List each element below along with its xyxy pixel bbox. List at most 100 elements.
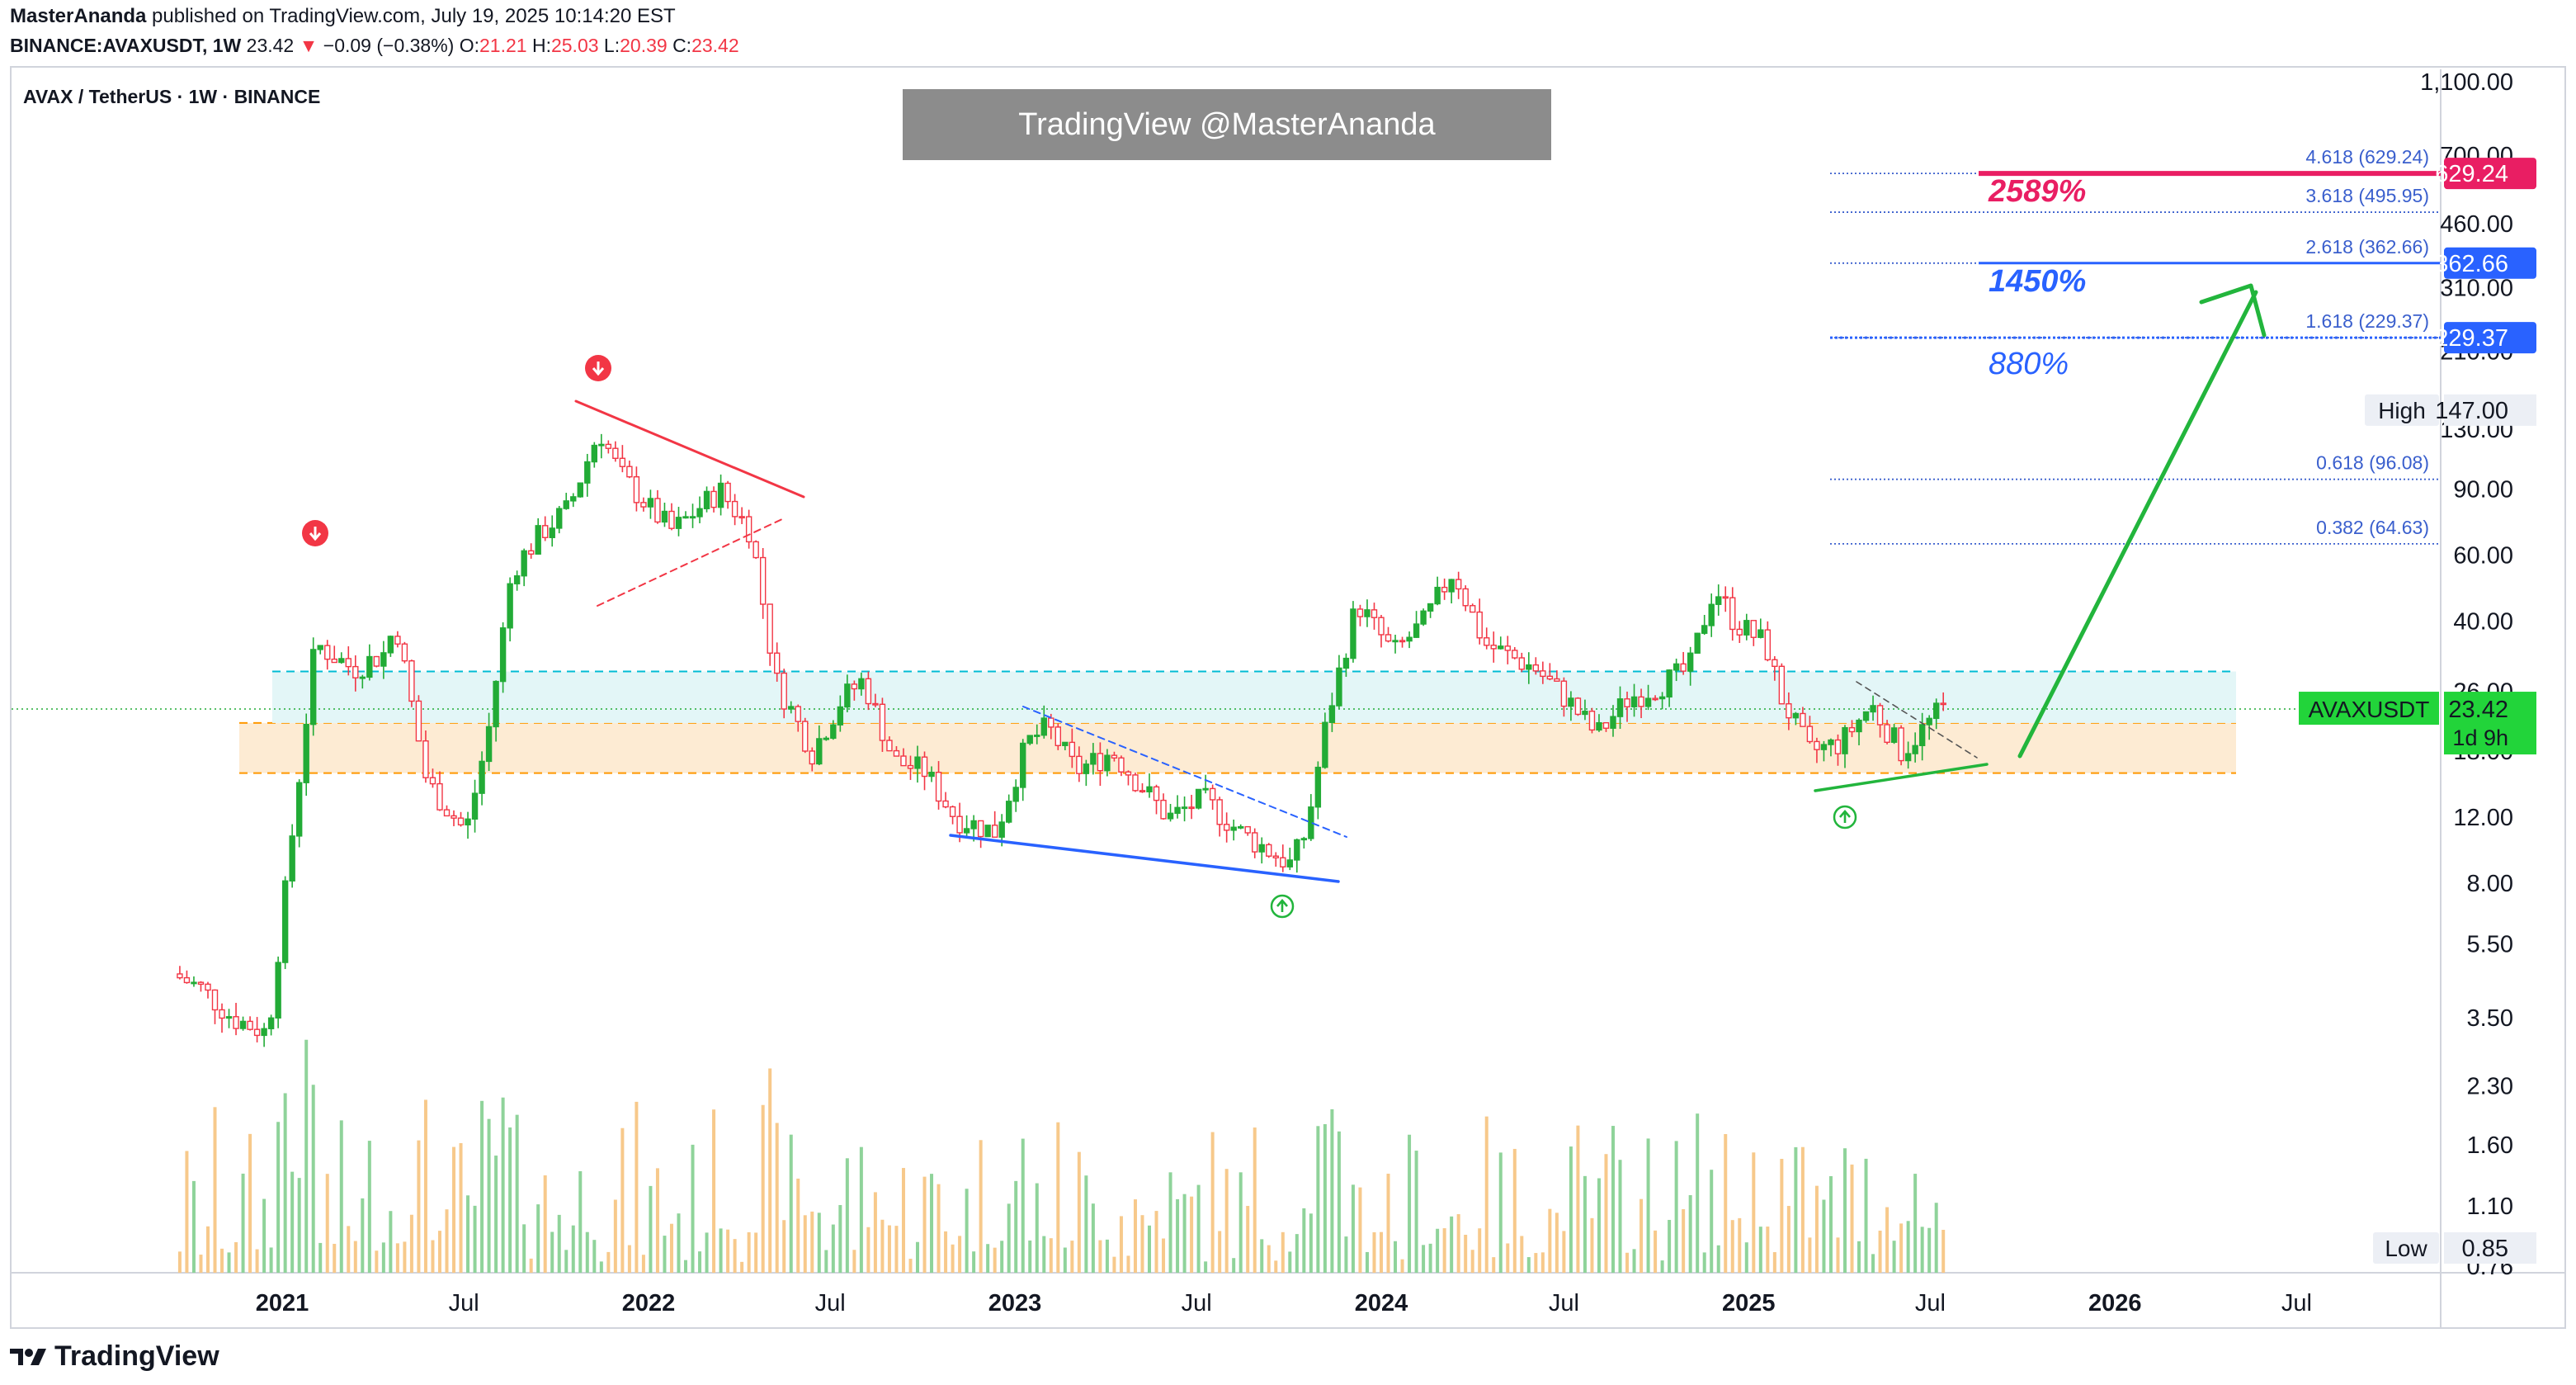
volume-bar-129	[1084, 1175, 1088, 1273]
candle-body-16	[289, 835, 295, 882]
target-percent-label-2: 880%	[1989, 347, 2069, 381]
author-name[interactable]: MasterAnanda	[10, 5, 147, 27]
volume-bar-244	[1892, 1241, 1896, 1273]
candle-body-74	[696, 508, 703, 518]
fib-label-2: 2.618 (362.66)	[2305, 236, 2429, 258]
candle-body-188	[1498, 645, 1504, 650]
x-tick-label-3: Jul	[815, 1290, 846, 1316]
candle-body-211	[1658, 696, 1666, 700]
volume-bar-222	[1738, 1217, 1742, 1273]
volume-bar-176	[1414, 1151, 1418, 1273]
volume-bar-74	[698, 1251, 702, 1273]
candle-17	[295, 779, 303, 848]
open-value: 21.21	[479, 35, 527, 56]
volume-bar-195	[1548, 1208, 1552, 1273]
candle-body-227	[1772, 659, 1778, 668]
tradingview-logo[interactable]: TradingView	[8, 1340, 219, 1373]
volume-bar-177	[1422, 1245, 1426, 1273]
volume-bar-169	[1365, 1251, 1369, 1273]
x-tick-label-8: 2025	[1722, 1290, 1776, 1316]
volume-bar-98	[866, 1227, 870, 1273]
volume-bar-152	[1246, 1206, 1250, 1273]
y-tick-label-12: 8.00	[2467, 871, 2513, 897]
candle-71	[675, 507, 682, 537]
candle-body-187	[1490, 645, 1497, 650]
candle-body-238	[1848, 726, 1856, 733]
candle-body-58	[584, 461, 591, 484]
volume-bar-128	[1077, 1151, 1081, 1273]
candle-68	[654, 489, 661, 524]
symbol-interval: BINANCE:AVAXUSDT, 1W	[10, 35, 242, 56]
chart-frame[interactable]	[10, 66, 2566, 1329]
candle-87	[788, 701, 795, 714]
candle-body-91	[816, 738, 823, 765]
support-trendline-2023	[949, 834, 1340, 883]
candle-179	[1434, 576, 1441, 606]
volume-bar-24	[347, 1226, 351, 1273]
candle-body-177	[1420, 610, 1427, 625]
candle-84	[767, 603, 773, 666]
volume-bar-92	[824, 1250, 828, 1273]
candle-47	[507, 577, 513, 642]
candle-5	[211, 989, 219, 1024]
candle-body-19	[310, 649, 317, 726]
candle-85	[774, 642, 781, 682]
volume-bar-186	[1484, 1116, 1489, 1273]
volume-bar-224	[1752, 1152, 1756, 1273]
volume-bar-16	[290, 1171, 295, 1273]
volume-bar-229	[1786, 1206, 1790, 1273]
fib-price-tag-1-bg	[2444, 247, 2536, 279]
candle-247	[1912, 732, 1918, 763]
candle-250	[1932, 698, 1940, 730]
candle-body-210	[1652, 697, 1658, 701]
volume-bar-28	[375, 1250, 379, 1273]
candle-150	[1230, 819, 1237, 841]
candle-64	[626, 461, 633, 479]
candle-13	[267, 1014, 275, 1036]
candle-58	[584, 453, 591, 497]
candle-body-214	[1680, 663, 1687, 672]
candle-body-232	[1806, 726, 1814, 743]
volume-bar-106	[922, 1176, 927, 1273]
candle-173	[1392, 634, 1399, 654]
candle-232	[1806, 716, 1814, 744]
candle-body-9	[239, 1020, 247, 1029]
volume-bar-22	[333, 1243, 337, 1273]
candle-body-135	[1125, 771, 1132, 776]
candle-body-140	[1160, 799, 1167, 820]
candle-182	[1455, 571, 1462, 599]
volume-bar-47	[508, 1127, 512, 1273]
volume-bar-199	[1576, 1125, 1580, 1273]
candle-body-186	[1484, 637, 1490, 646]
volume-bar-1	[185, 1151, 189, 1273]
candle-body-69	[661, 510, 668, 523]
volume-bar-161	[1309, 1213, 1313, 1273]
candle-63	[619, 445, 626, 473]
candle-36	[429, 768, 436, 788]
candle-140	[1160, 793, 1167, 820]
candle-22	[331, 645, 337, 664]
x-tick-label-10: 2026	[2088, 1290, 2142, 1316]
candle-body-109	[942, 800, 949, 808]
candle-79	[731, 494, 738, 526]
candle-99	[872, 693, 879, 707]
volume-bar-88	[796, 1178, 800, 1273]
candle-body-181	[1448, 579, 1455, 593]
y-tick-label-11: 12.00	[2453, 805, 2513, 831]
volume-bar-239	[1857, 1241, 1861, 1273]
volume-bar-155	[1267, 1245, 1271, 1273]
candle-body-240	[1862, 711, 1870, 721]
candle-214	[1680, 651, 1687, 675]
volume-bar-43	[480, 1100, 484, 1273]
volume-bar-59	[592, 1240, 597, 1273]
volume-bar-30	[389, 1211, 393, 1273]
candle-body-205	[1616, 698, 1624, 717]
candle-226	[1764, 621, 1772, 662]
candle-175	[1406, 631, 1413, 649]
candle-body-107	[928, 772, 935, 778]
volume-bar-9	[241, 1173, 245, 1273]
volume-bar-57	[578, 1170, 583, 1273]
candle-body-182	[1455, 579, 1462, 590]
volume-bar-245	[1899, 1223, 1904, 1273]
